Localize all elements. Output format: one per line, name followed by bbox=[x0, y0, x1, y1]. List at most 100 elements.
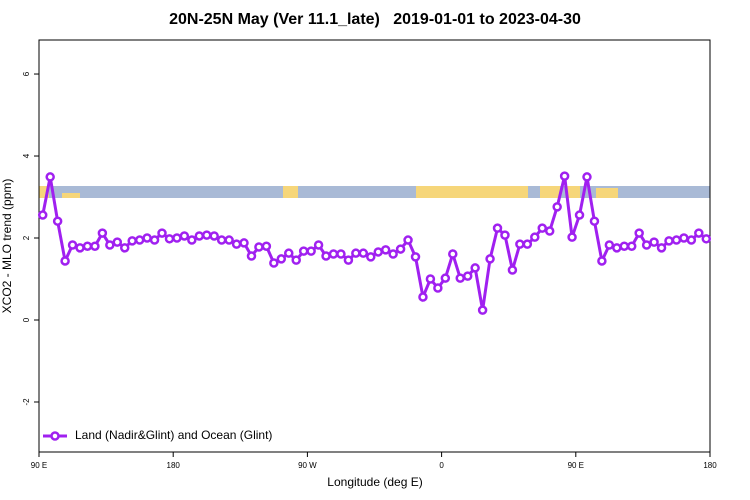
data-point bbox=[537, 223, 547, 233]
data-point bbox=[403, 235, 413, 245]
y-tick-label: 4 bbox=[22, 153, 31, 158]
x-tick-label: 90 E bbox=[31, 461, 47, 470]
data-point bbox=[686, 235, 697, 245]
data-point bbox=[515, 239, 525, 249]
data-point bbox=[485, 254, 495, 264]
data-point bbox=[246, 251, 257, 261]
data-point bbox=[119, 243, 130, 253]
data-point bbox=[582, 172, 592, 182]
data-point bbox=[626, 241, 637, 251]
data-point bbox=[440, 273, 451, 283]
data-point bbox=[395, 244, 406, 254]
data-point bbox=[52, 216, 63, 226]
data-point bbox=[164, 234, 175, 244]
legend-marker bbox=[50, 431, 60, 441]
data-point bbox=[321, 251, 331, 261]
data-point bbox=[679, 233, 689, 243]
data-point bbox=[425, 274, 436, 284]
data-point bbox=[634, 228, 644, 238]
data-point bbox=[202, 230, 212, 240]
data-point bbox=[373, 247, 383, 257]
y-tick-label: 2 bbox=[22, 235, 31, 240]
data-point bbox=[75, 243, 85, 253]
x-tick-label: 90 E bbox=[568, 461, 584, 470]
data-point bbox=[90, 241, 100, 251]
data-point bbox=[671, 235, 682, 245]
data-point bbox=[261, 241, 272, 251]
y-tick-label: 6 bbox=[22, 71, 31, 76]
data-point bbox=[366, 252, 376, 262]
chart-title: 20N-25N May (Ver 11.1_late) 2019-01-01 t… bbox=[169, 11, 581, 28]
data-point bbox=[276, 254, 287, 264]
data-point bbox=[291, 255, 301, 265]
data-point bbox=[298, 246, 309, 256]
data-point bbox=[67, 240, 78, 250]
data-point bbox=[559, 171, 570, 181]
data-point bbox=[37, 210, 48, 220]
data-point bbox=[641, 240, 652, 250]
data-point bbox=[612, 243, 622, 253]
data-point bbox=[269, 258, 279, 268]
data-point bbox=[604, 240, 615, 250]
x-axis-title: Longitude (deg E) bbox=[327, 475, 422, 489]
data-point bbox=[254, 242, 264, 252]
data-point bbox=[45, 172, 55, 182]
data-point bbox=[172, 233, 182, 243]
data-point bbox=[358, 248, 369, 258]
data-point bbox=[664, 236, 674, 246]
data-point bbox=[470, 263, 480, 273]
data-point bbox=[127, 236, 137, 246]
legend-label: Land (Nadir&Glint) and Ocean (Glint) bbox=[75, 428, 272, 442]
data-point bbox=[224, 235, 234, 245]
data-point bbox=[284, 248, 294, 258]
data-point bbox=[194, 231, 205, 241]
y-axis-title: XCO2 - MLO trend (ppm) bbox=[0, 179, 14, 314]
data-point bbox=[656, 243, 667, 253]
data-point bbox=[105, 240, 115, 250]
data-point bbox=[216, 235, 227, 245]
data-point bbox=[187, 235, 197, 245]
x-tick-label: 180 bbox=[703, 461, 717, 470]
data-point bbox=[239, 238, 249, 248]
data-point bbox=[328, 249, 339, 259]
data-point bbox=[462, 271, 473, 281]
data-point bbox=[97, 228, 108, 238]
data-point bbox=[142, 233, 152, 243]
data-point bbox=[507, 265, 518, 275]
data-point bbox=[60, 256, 70, 266]
x-tick-label: 180 bbox=[167, 461, 181, 470]
data-point bbox=[209, 231, 219, 241]
data-point bbox=[649, 237, 659, 247]
data-point bbox=[157, 228, 167, 238]
data-point bbox=[313, 240, 324, 250]
x-tick-label: 0 bbox=[439, 461, 444, 470]
map-strip bbox=[39, 186, 710, 198]
data-point bbox=[112, 237, 123, 247]
data-point bbox=[448, 249, 458, 259]
data-point bbox=[410, 252, 421, 262]
data-point bbox=[149, 235, 160, 245]
data-point bbox=[179, 231, 190, 241]
data-point bbox=[544, 226, 555, 236]
data-point bbox=[597, 256, 607, 266]
x-tick-label: 90 W bbox=[298, 461, 317, 470]
data-point bbox=[500, 230, 510, 240]
data-point bbox=[380, 245, 391, 255]
data-point bbox=[231, 239, 242, 249]
data-point bbox=[574, 210, 585, 220]
y-tick-label: 0 bbox=[22, 317, 31, 322]
plot-frame bbox=[38, 39, 711, 453]
data-point bbox=[433, 283, 443, 293]
data-point bbox=[477, 305, 488, 315]
y-tick-label: -2 bbox=[22, 398, 31, 406]
data-point bbox=[388, 249, 398, 259]
data-point bbox=[567, 232, 577, 242]
data-point bbox=[306, 246, 316, 256]
data-point bbox=[82, 241, 93, 251]
data-point bbox=[492, 223, 503, 233]
data-point bbox=[134, 235, 145, 245]
data-point bbox=[522, 239, 533, 249]
data-point bbox=[418, 292, 428, 302]
data-point bbox=[701, 234, 712, 244]
